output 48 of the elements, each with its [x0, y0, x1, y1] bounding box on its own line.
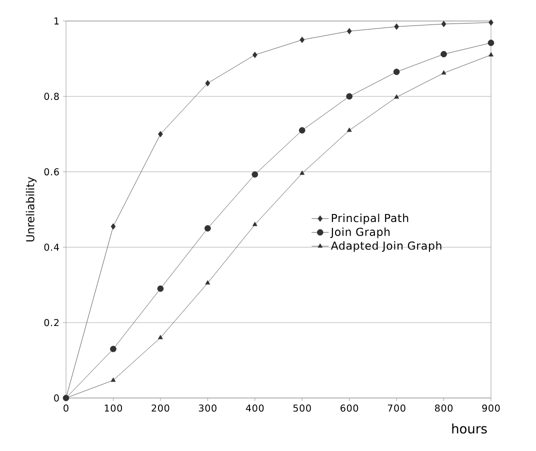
- legend-label: Join Graph: [330, 227, 390, 238]
- point: [440, 50, 447, 58]
- point: [300, 36, 305, 44]
- point: [394, 23, 399, 30]
- point: [346, 128, 352, 132]
- x-axis-title: hours: [452, 424, 487, 434]
- y-tick-label: 1: [54, 18, 59, 24]
- x-tick-label: 400: [246, 404, 264, 412]
- x-tick-label: 300: [198, 404, 216, 412]
- point: [298, 127, 306, 134]
- point: [441, 20, 446, 28]
- x-tick-label: 800: [435, 404, 453, 412]
- point: [205, 280, 210, 285]
- point: [157, 285, 164, 292]
- point: [205, 80, 210, 86]
- x-tick-label: 0: [64, 404, 68, 412]
- x-tick-label: 500: [293, 404, 311, 412]
- point: [441, 70, 446, 75]
- point: [488, 52, 494, 56]
- point: [110, 377, 116, 382]
- x-tick-label: 900: [482, 404, 500, 412]
- point: [346, 93, 353, 100]
- legend-label: Adapted Join Graph: [330, 241, 442, 252]
- point: [300, 170, 305, 175]
- legend-label: Principal Path: [332, 214, 408, 224]
- y-tick-label: 0.2: [44, 319, 59, 326]
- point: [393, 68, 400, 76]
- point: [252, 52, 258, 58]
- y-tick-label: 0.8: [44, 92, 59, 100]
- point: [110, 223, 116, 230]
- x-tick-label: 600: [340, 404, 358, 412]
- point: [394, 94, 399, 99]
- point: [488, 40, 494, 46]
- point: [346, 28, 352, 34]
- y-tick-label: 0.4: [44, 244, 59, 251]
- y-tick-label: 0: [54, 394, 59, 402]
- x-tick-label: 200: [152, 404, 170, 412]
- point: [158, 130, 163, 138]
- point: [252, 171, 258, 178]
- point: [252, 222, 258, 226]
- y-tick-label: 0.6: [44, 168, 59, 176]
- point: [158, 334, 163, 340]
- point: [110, 346, 116, 352]
- x-tick-label: 700: [388, 404, 406, 412]
- point: [204, 225, 211, 232]
- point: [488, 19, 494, 26]
- y-axis-title: Unreliability: [26, 176, 36, 242]
- x-tick-label: 100: [104, 404, 122, 412]
